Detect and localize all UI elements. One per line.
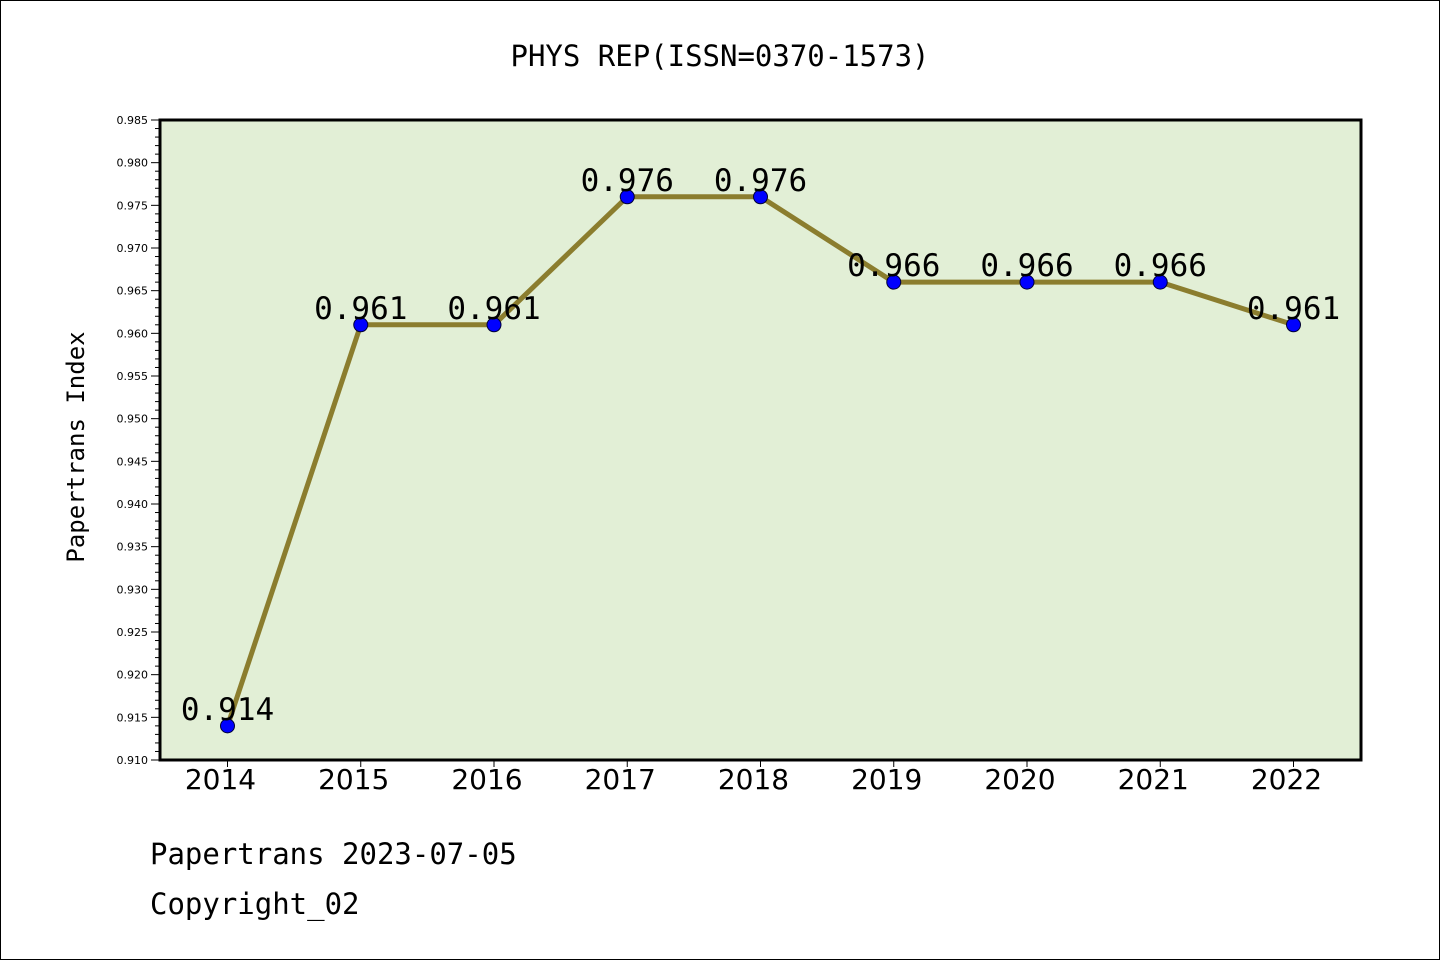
footer-date: Papertrans 2023-07-05: [150, 837, 517, 871]
y-tick-label: 0.935: [117, 541, 149, 554]
y-tick-label: 0.970: [117, 242, 149, 255]
data-point: [220, 718, 235, 734]
footer-copyright: Copyright_02: [150, 887, 360, 922]
y-tick-label: 0.920: [117, 669, 149, 682]
plot-area: [158, 118, 1363, 762]
data-label: 0.961: [314, 291, 407, 327]
data-label: 0.914: [181, 692, 274, 728]
x-tick-label: 2021: [1118, 763, 1189, 796]
y-tick-label: 0.975: [117, 199, 149, 212]
y-tick-label: 0.930: [117, 583, 149, 596]
data-point: [1286, 317, 1301, 333]
x-tick-label: 2018: [718, 763, 789, 796]
data-label: 0.966: [847, 248, 940, 284]
x-tick-label: 2015: [318, 763, 389, 796]
x-tick-label: 2014: [185, 763, 256, 796]
y-tick-label: 0.955: [117, 370, 149, 383]
data-point: [886, 274, 902, 290]
data-point: [1019, 274, 1035, 290]
x-tick-label: 2019: [851, 763, 922, 796]
y-axis-label: Papertrans Index: [62, 331, 90, 562]
data-label: 0.966: [1114, 248, 1207, 284]
y-tick-label: 0.980: [117, 157, 149, 170]
data-label: 0.976: [714, 163, 807, 199]
y-tick-label: 0.965: [117, 285, 149, 298]
data-point: [619, 189, 635, 205]
data-label: 0.961: [1247, 291, 1340, 327]
data-label: 0.966: [980, 248, 1073, 284]
data-point: [1152, 274, 1168, 290]
y-tick-label: 0.945: [117, 455, 149, 468]
y-tick-label: 0.960: [117, 327, 149, 340]
x-tick-label: 2020: [984, 763, 1055, 796]
y-tick-label: 0.940: [117, 498, 149, 511]
y-tick-label: 0.910: [117, 754, 149, 767]
data-label: 0.961: [447, 291, 540, 327]
x-tick-label: 2016: [451, 763, 522, 796]
data-label-group: 0.914 0.961 0.961 0.976 0.976 0.966 0.966 0.966…: [181, 163, 1340, 728]
data-point: [486, 317, 502, 333]
y-tick-label: 0.925: [117, 626, 149, 639]
chart-title: PHYS REP(ISSN=0370-1573): [510, 39, 929, 73]
data-point: [353, 317, 369, 333]
y-tick-label: 0.985: [117, 114, 149, 127]
y-tick-label: 0.915: [117, 711, 149, 724]
series-line-group: [220, 189, 1301, 734]
y-axis-ticks: 0.910 0.915 0.920 0.925 0.930 0.935 0.940 0.945…: [117, 114, 160, 767]
data-label: 0.976: [581, 163, 674, 199]
x-tick-label: 2022: [1251, 763, 1322, 796]
data-point: [753, 189, 768, 205]
x-tick-label: 2017: [585, 763, 656, 796]
y-tick-label: 0.950: [117, 413, 149, 426]
x-axis-ticks: 2014 2015 2016 2017 2018 2019 2020 2021 2022: [185, 760, 1322, 796]
